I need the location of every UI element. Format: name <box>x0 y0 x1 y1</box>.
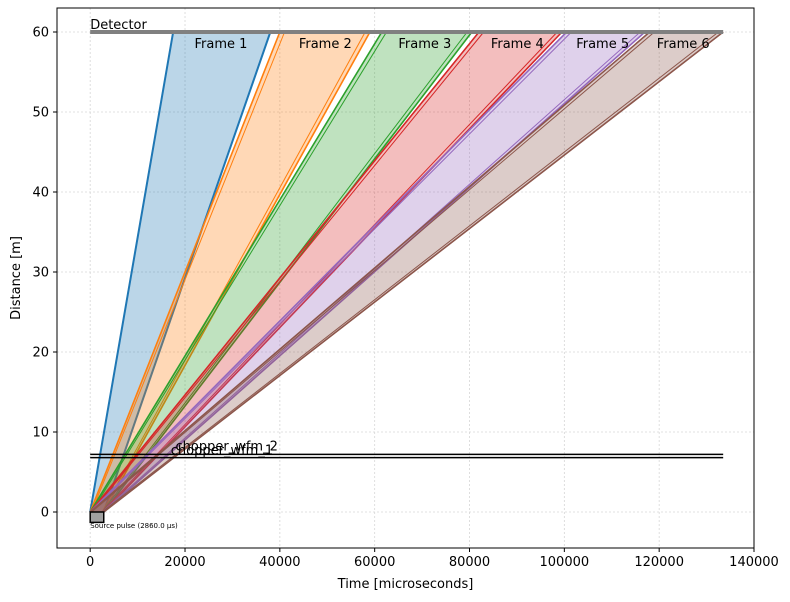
frame-label: Frame 3 <box>398 37 451 52</box>
detector-label: Detector <box>90 18 147 33</box>
x-tick-label: 80000 <box>449 555 490 570</box>
frame-edge-line <box>101 31 558 513</box>
frame-edge-line <box>91 31 655 513</box>
frame-label: Frame 1 <box>195 37 248 52</box>
frame-edge-line <box>91 31 387 513</box>
frame-edge-line <box>101 31 366 513</box>
chopper-label: chopper_wfm_2 <box>176 439 278 454</box>
chopper-label: chopper_wfm_1 <box>171 443 273 458</box>
x-axis-label: Time [microseconds] <box>337 577 474 592</box>
y-tick-label: 60 <box>32 26 49 41</box>
frame-edge-line <box>103 31 563 513</box>
frame-edge-line <box>103 31 646 513</box>
x-tick-label: 140000 <box>729 555 779 570</box>
frame-edge-line <box>89 31 651 513</box>
frame-1 <box>89 31 272 513</box>
y-tick-label: 20 <box>32 346 49 361</box>
y-tick-label: 0 <box>41 506 49 521</box>
frame-edge-line <box>103 31 724 513</box>
frame-label: Frame 4 <box>491 37 544 52</box>
frame-6 <box>89 31 724 513</box>
y-axis-label: Distance [m] <box>9 236 24 320</box>
y-tick-label: 40 <box>32 186 49 201</box>
x-tick-label: 100000 <box>540 555 590 570</box>
axes-frame <box>56 7 755 549</box>
plot-area <box>89 30 724 524</box>
y-tick-label: 10 <box>32 426 49 441</box>
frame-label: Frame 6 <box>657 37 710 52</box>
frame-label: Frame 2 <box>299 37 352 52</box>
x-tick-label: 20000 <box>164 555 205 570</box>
source-pulse-label: Source pulse (2860.0 µs) <box>90 522 178 530</box>
frame-edge-line <box>89 31 480 513</box>
frame-edge-line <box>89 31 281 513</box>
frame-edge-line <box>101 31 719 513</box>
frame-edge-line <box>91 31 286 513</box>
frame-label: Frame 5 <box>576 37 629 52</box>
frame-fill <box>90 32 370 512</box>
x-tick-label: 120000 <box>634 555 684 570</box>
frame-3 <box>89 31 473 513</box>
source-pulse-rect <box>89 511 105 524</box>
x-tick-label: 0 <box>86 555 94 570</box>
frame-4 <box>89 31 563 513</box>
frame-edge-line <box>91 31 572 513</box>
frame-edge-line <box>102 31 272 513</box>
y-tick-label: 30 <box>32 266 49 281</box>
frame-edge-line <box>89 31 175 513</box>
frame-fill <box>90 32 271 512</box>
frame-edge-line <box>91 31 485 513</box>
x-tick-label: 60000 <box>354 555 395 570</box>
x-tick-label: 40000 <box>259 555 300 570</box>
frame-edge-line <box>89 31 383 513</box>
frame-edge-line <box>89 31 568 513</box>
y-tick-label: 50 <box>32 106 49 121</box>
